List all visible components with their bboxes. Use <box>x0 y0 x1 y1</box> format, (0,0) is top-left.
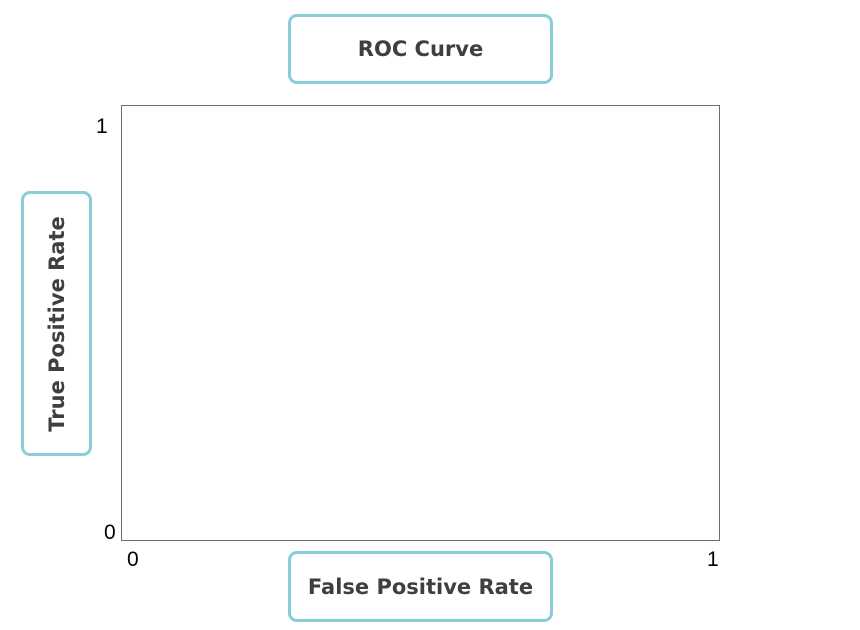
y-tick-label-min: 0 <box>104 521 116 544</box>
y-axis-label: True Positive Rate <box>44 215 69 432</box>
x-tick-label-min: 0 <box>127 548 139 571</box>
plot-area <box>121 105 720 541</box>
x-axis-label: False Positive Rate <box>307 574 534 599</box>
y-tick-label-max: 1 <box>96 115 108 138</box>
x-axis-label-box: False Positive Rate <box>288 551 553 622</box>
y-axis-label-box: True Positive Rate <box>21 191 92 456</box>
x-tick-label-max: 1 <box>707 548 719 571</box>
chart-title-box: ROC Curve <box>288 14 553 84</box>
chart-title: ROC Curve <box>357 37 484 61</box>
